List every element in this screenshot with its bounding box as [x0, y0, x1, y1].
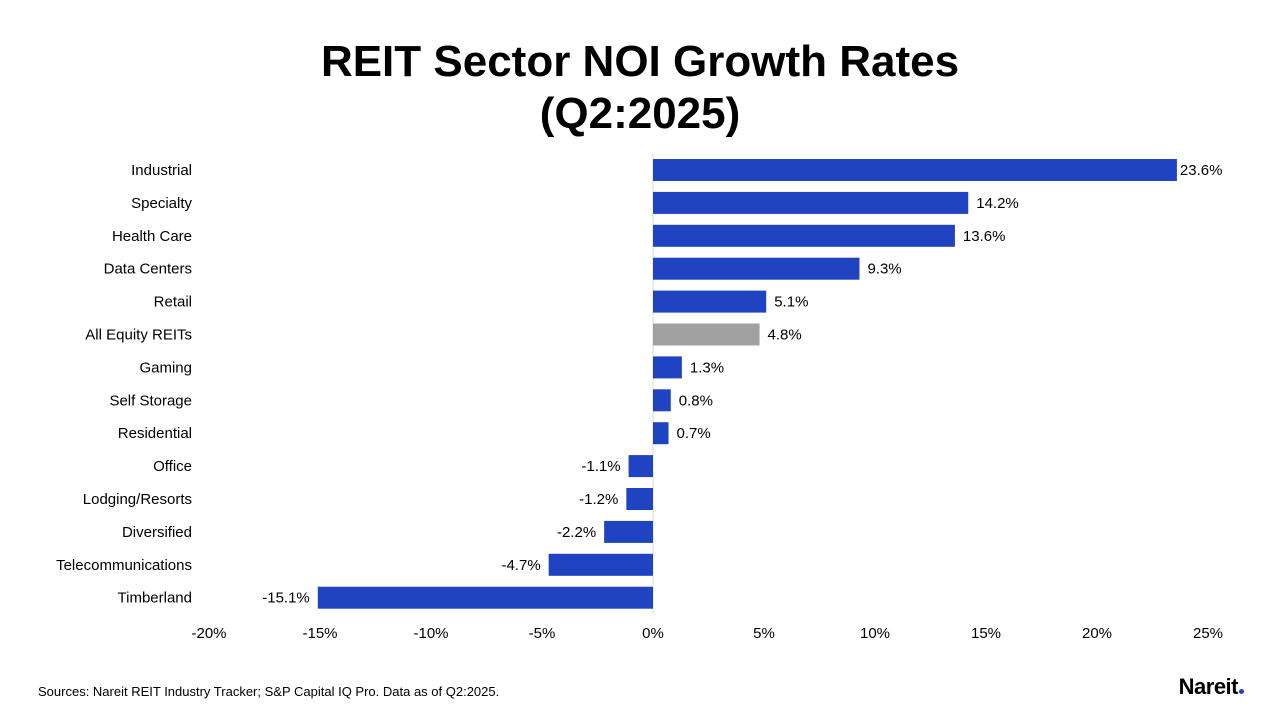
data-label: -1.2% [579, 491, 618, 508]
category-label: Timberland [118, 590, 192, 607]
bar-self-storage [653, 389, 671, 412]
bar-data-centers [653, 257, 860, 280]
data-label: 13.6% [963, 228, 1006, 245]
bar-all-equity-reits [653, 323, 760, 346]
x-tick-label: 0% [642, 625, 664, 642]
category-label: Retail [154, 294, 192, 311]
bar-lodging-resorts [626, 488, 653, 510]
category-label: Data Centers [104, 261, 192, 278]
bar-office [628, 455, 653, 478]
data-label: 5.1% [774, 294, 808, 311]
category-label: Diversified [122, 524, 192, 541]
data-label: 23.6% [1180, 162, 1223, 179]
x-tick-label: -10% [413, 625, 448, 642]
bar-specialty [653, 191, 969, 214]
category-label: Lodging/Resorts [83, 491, 192, 508]
bar-timberland [317, 586, 653, 609]
nareit-logo-text: Nareit [1178, 674, 1239, 699]
chart-title-line-1: REIT Sector NOI Growth Rates [320, 37, 960, 86]
data-label: -1.1% [581, 458, 620, 475]
bar-industrial [653, 159, 1177, 181]
data-label: 14.2% [976, 195, 1019, 212]
source-note: Sources: Nareit REIT Industry Tracker; S… [38, 684, 500, 699]
data-label: 0.8% [679, 392, 713, 409]
data-label: 0.7% [677, 425, 711, 442]
data-label: 1.3% [690, 359, 724, 376]
chart-title-line-2: (Q2:2025) [539, 89, 741, 138]
category-label: Self Storage [109, 392, 192, 409]
category-label: Health Care [112, 228, 192, 245]
logo-dot-icon [1239, 689, 1244, 694]
x-tick-label: 25% [1193, 625, 1223, 642]
data-label: 9.3% [867, 261, 901, 278]
x-tick-label: -15% [302, 625, 337, 642]
bar-retail [653, 290, 767, 313]
data-label: -4.7% [501, 557, 540, 574]
x-tick-label: -5% [529, 625, 556, 642]
nareit-logo: Nareit [1179, 674, 1244, 700]
data-label: -15.1% [262, 590, 310, 607]
category-label: All Equity REITs [85, 327, 192, 344]
bar-residential [653, 422, 669, 445]
x-tick-label: 5% [753, 625, 775, 642]
bar-telecommunications [548, 553, 653, 576]
bar-gaming [653, 356, 682, 379]
x-tick-label: 20% [1082, 625, 1112, 642]
data-label: 4.8% [768, 327, 802, 344]
x-tick-label: -20% [191, 625, 226, 642]
category-label: Specialty [131, 195, 192, 212]
category-label: Office [153, 458, 192, 475]
category-label: Industrial [131, 162, 192, 179]
x-tick-label: 15% [971, 625, 1001, 642]
category-label: Residential [118, 425, 192, 442]
x-tick-label: 10% [860, 625, 890, 642]
category-label: Gaming [139, 359, 192, 376]
data-label: -2.2% [557, 524, 596, 541]
chart-title: REIT Sector NOI Growth Rates (Q2:2025) [0, 36, 1280, 140]
bar-health-care [653, 224, 955, 247]
category-label: Telecommunications [56, 557, 192, 574]
bar-diversified [604, 520, 653, 543]
